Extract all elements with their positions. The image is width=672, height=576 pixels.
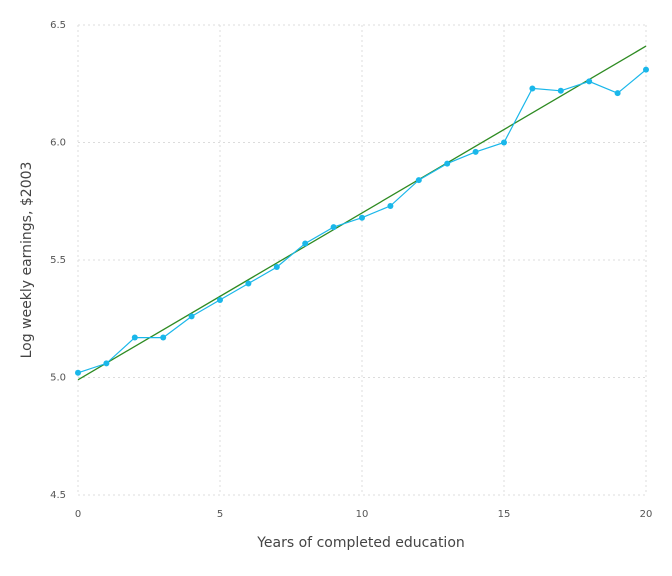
y-tick-label: 5.5 (50, 255, 66, 266)
grid-lines (77, 24, 647, 496)
data-point (557, 87, 564, 94)
fit-line (77, 45, 647, 381)
data-point (131, 334, 138, 341)
data-point (330, 224, 337, 231)
y-tick-label: 5.0 (50, 373, 66, 384)
data-point (586, 78, 593, 85)
data-point (188, 313, 195, 320)
data-point (359, 214, 365, 221)
y-tick-label: 6.0 (50, 138, 66, 149)
x-tick-label: 15 (498, 509, 511, 520)
x-tick-label: 5 (217, 509, 223, 520)
data-point (529, 85, 536, 92)
x-tick-label: 10 (356, 509, 369, 520)
data-point (614, 90, 621, 97)
data-series (75, 45, 649, 381)
data-point (415, 177, 422, 184)
data-point (217, 296, 223, 303)
x-tick-label: 0 (75, 509, 81, 520)
data-point (160, 334, 167, 341)
y-tick-label: 4.5 (50, 490, 66, 501)
x-axis-title: Years of completed education (256, 535, 465, 551)
tick-labels: 4.5 5.0 5.5 6.0 6.5 0 5 10 15 20 (50, 20, 652, 520)
data-point (273, 264, 280, 271)
data-point (472, 148, 479, 155)
data-point (444, 160, 451, 167)
data-point (75, 369, 81, 376)
data-point (245, 280, 252, 287)
data-point (103, 360, 110, 367)
data-point (302, 240, 309, 247)
y-axis-title: Log weekly earnings, $2003 (19, 162, 35, 359)
data-point (643, 66, 649, 73)
x-tick-label: 20 (640, 509, 653, 520)
data-point (387, 202, 394, 209)
y-tick-label: 6.5 (50, 20, 66, 31)
data-point (501, 139, 507, 146)
